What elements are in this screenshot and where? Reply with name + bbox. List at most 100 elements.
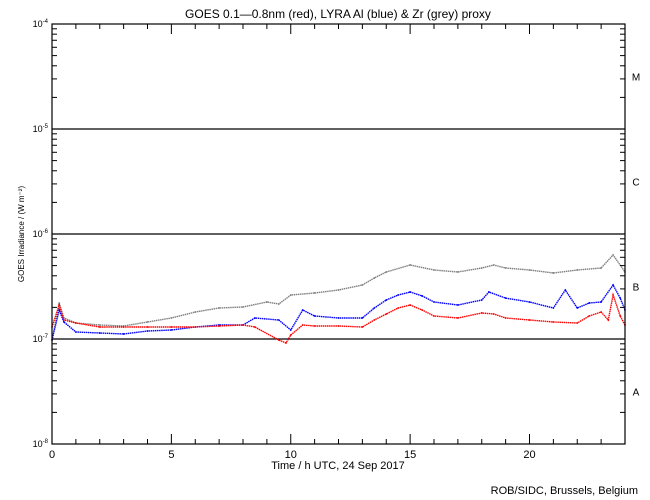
data-point [421, 295, 423, 297]
data-point [576, 269, 579, 271]
data-point [409, 304, 412, 306]
data-point [313, 292, 316, 294]
x-axis-label: Time / h UTC, 24 Sep 2017 [271, 460, 405, 472]
data-point [385, 299, 388, 301]
data-point [63, 319, 65, 321]
y-tick-label: 10-4 [33, 19, 49, 29]
data-point [265, 301, 268, 303]
data-point [254, 326, 256, 328]
data-point [361, 317, 364, 319]
data-point [373, 319, 376, 321]
data-point [504, 267, 507, 269]
data-point [480, 299, 483, 301]
data-point [552, 272, 555, 274]
data-point [301, 324, 304, 326]
data-point [433, 301, 435, 303]
data-point [337, 325, 340, 327]
data-point [170, 317, 173, 319]
data-point [600, 267, 603, 269]
data-point [528, 269, 531, 271]
flare-class-label: M [632, 73, 640, 84]
data-point [619, 297, 622, 299]
data-point [218, 325, 221, 327]
x-tick-label: 0 [49, 449, 55, 461]
data-point [63, 321, 65, 323]
y-tick-label: 10-5 [33, 124, 49, 134]
data-point [488, 291, 490, 293]
data-point [170, 329, 173, 331]
data-point [588, 302, 591, 304]
data-point [576, 322, 579, 324]
data-point [289, 294, 292, 296]
data-point [285, 342, 287, 344]
data-point [480, 267, 483, 269]
data-point [397, 307, 400, 309]
y-axis-label: GOES Irradiance / (W m⁻²) [17, 186, 26, 283]
data-point [421, 309, 423, 311]
series-line-goes-0-1-0-8nm [51, 292, 626, 344]
data-point [277, 303, 280, 305]
data-point [528, 319, 531, 321]
data-point [385, 313, 388, 315]
data-point [433, 315, 435, 317]
data-point [373, 307, 376, 309]
x-tick-label: 10 [285, 449, 297, 461]
data-point [146, 321, 149, 323]
data-point [301, 309, 304, 311]
data-point [385, 271, 388, 273]
data-point [456, 304, 459, 306]
data-point [254, 317, 256, 319]
data-point [242, 324, 244, 326]
flare-class-label: B [633, 283, 640, 294]
data-point [58, 309, 61, 311]
y-tick-label: 10-6 [33, 229, 49, 239]
flare-class-label: A [633, 388, 640, 399]
data-point [337, 289, 340, 291]
x-tick-label: 5 [168, 449, 174, 461]
data-point [313, 315, 316, 317]
series-line-lyra-al-proxy [51, 283, 626, 341]
data-point [492, 264, 495, 266]
data-point [492, 313, 495, 315]
data-point [612, 254, 614, 256]
data-point [456, 271, 459, 273]
data-point [504, 317, 507, 319]
data-point [146, 326, 149, 328]
data-point [552, 307, 555, 309]
data-point [409, 291, 412, 293]
data-point [194, 326, 197, 328]
data-point [619, 315, 622, 317]
data-point [289, 334, 292, 336]
data-point [564, 289, 567, 291]
data-point [504, 297, 507, 299]
data-point [122, 326, 125, 328]
y-tick-label: 10-7 [33, 334, 49, 344]
x-tick-label: 15 [404, 449, 416, 461]
y-tick-label: 10-8 [33, 439, 49, 449]
data-point [552, 321, 555, 323]
data-point [600, 301, 603, 303]
data-point [397, 294, 400, 296]
data-point [456, 317, 459, 319]
data-point [588, 315, 591, 317]
data-point [313, 325, 316, 327]
data-point [600, 311, 603, 313]
chart-title: GOES 0.1—0.8nm (red), LYRA Al (blue) & Z… [185, 7, 491, 21]
data-point [218, 307, 221, 309]
footer-credit: ROB/SIDC, Brussels, Belgium [491, 485, 638, 497]
data-point [528, 301, 531, 303]
data-point [277, 339, 280, 341]
flare-class-label: C [632, 178, 639, 189]
x-tick-label: 20 [523, 449, 535, 461]
data-point [170, 326, 173, 328]
data-point [612, 284, 614, 286]
data-point [58, 304, 61, 306]
data-point [373, 277, 376, 279]
data-point [74, 322, 77, 324]
data-point [607, 319, 610, 321]
data-point [480, 312, 483, 314]
data-point [289, 329, 292, 331]
data-point [194, 311, 197, 313]
data-point [242, 306, 244, 308]
